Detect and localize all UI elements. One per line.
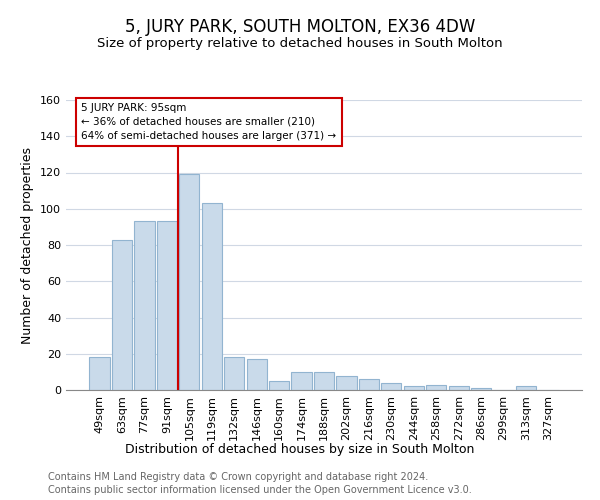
Text: Distribution of detached houses by size in South Molton: Distribution of detached houses by size … [125, 442, 475, 456]
Text: Contains public sector information licensed under the Open Government Licence v3: Contains public sector information licen… [48, 485, 472, 495]
Bar [202, 204, 222, 390]
Bar [179, 174, 199, 390]
Bar [359, 379, 379, 390]
Bar [314, 372, 334, 390]
Bar [89, 358, 110, 390]
Bar [112, 240, 132, 390]
Bar [269, 381, 289, 390]
Bar [449, 386, 469, 390]
Bar [381, 383, 401, 390]
Bar [224, 358, 244, 390]
Text: Size of property relative to detached houses in South Molton: Size of property relative to detached ho… [97, 38, 503, 51]
Bar [292, 372, 311, 390]
Text: 5, JURY PARK, SOUTH MOLTON, EX36 4DW: 5, JURY PARK, SOUTH MOLTON, EX36 4DW [125, 18, 475, 36]
Bar [471, 388, 491, 390]
Bar [337, 376, 356, 390]
Bar [134, 222, 155, 390]
Bar [516, 386, 536, 390]
Bar [247, 359, 267, 390]
Bar [157, 222, 177, 390]
Bar [426, 384, 446, 390]
Y-axis label: Number of detached properties: Number of detached properties [22, 146, 34, 344]
Text: 5 JURY PARK: 95sqm
← 36% of detached houses are smaller (210)
64% of semi-detach: 5 JURY PARK: 95sqm ← 36% of detached hou… [82, 103, 337, 141]
Text: Contains HM Land Registry data © Crown copyright and database right 2024.: Contains HM Land Registry data © Crown c… [48, 472, 428, 482]
Bar [404, 386, 424, 390]
